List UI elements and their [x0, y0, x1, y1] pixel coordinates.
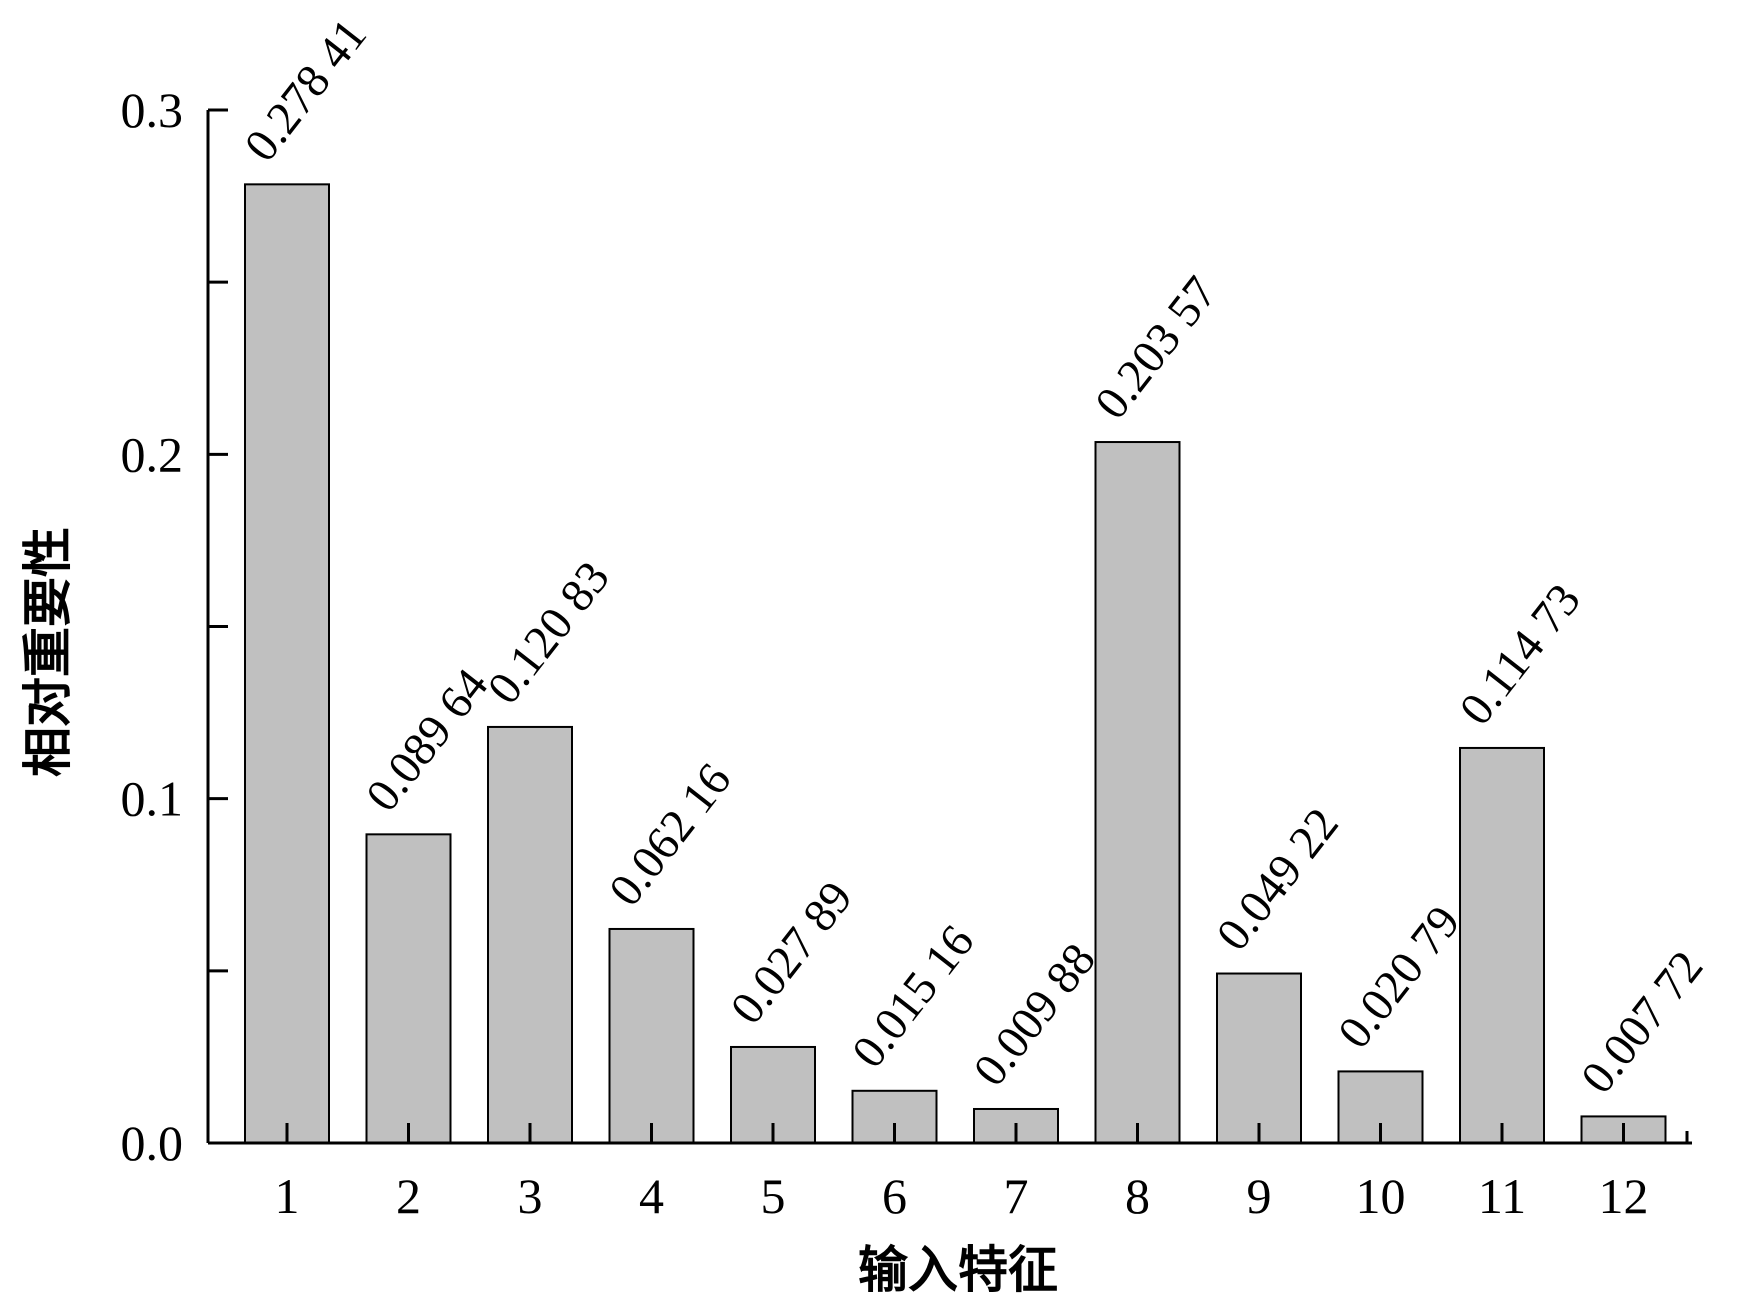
bar-value-label: 0.120 83	[478, 552, 620, 714]
bar	[1216, 972, 1302, 1144]
bar	[487, 725, 573, 1144]
bar-value-label: 0.015 16	[842, 916, 984, 1078]
bar-value-label: 0.062 16	[599, 754, 741, 916]
bar-value-label: 0.020 79	[1328, 897, 1470, 1059]
x-tick-label: 12	[1599, 1168, 1649, 1224]
x-tick-label: 6	[882, 1168, 907, 1224]
x-tick-label: 7	[1004, 1168, 1029, 1224]
x-axis-title: 输入特征	[858, 1241, 1058, 1297]
bars	[244, 183, 1667, 1145]
bar-value-label: 0.278 41	[235, 9, 377, 171]
x-tick-label: 9	[1247, 1168, 1272, 1224]
x-tick-label: 4	[639, 1168, 664, 1224]
bar	[1094, 441, 1181, 1144]
bar-value-label: 0.049 22	[1207, 799, 1349, 961]
bar-value-label: 0.027 89	[721, 872, 863, 1034]
x-tick-label: 8	[1125, 1168, 1150, 1224]
x-tick-label: 5	[761, 1168, 786, 1224]
y-tick-label: 0.3	[121, 82, 184, 138]
bar-value-label: 0.114 73	[1450, 574, 1591, 734]
x-tick-label: 2	[396, 1168, 421, 1224]
y-tick-label: 0.2	[121, 426, 184, 482]
x-ticks: 1 2 3 4 5 6 7 8 9 10 11 12	[275, 1123, 1689, 1224]
bar-value-label: 0.007 72	[1571, 942, 1713, 1104]
x-tick-label: 3	[518, 1168, 543, 1224]
x-tick-label: 11	[1478, 1168, 1526, 1224]
bar	[608, 927, 695, 1144]
bar-value-label: 0.089 64	[356, 659, 498, 821]
x-tick-label: 1	[275, 1168, 300, 1224]
bar	[365, 833, 452, 1144]
bar-value-label: 0.203 57	[1085, 267, 1227, 429]
y-tick-label: 0.0	[121, 1115, 184, 1171]
y-axis-title: 相对重要性	[19, 527, 77, 777]
bar	[244, 183, 330, 1145]
x-tick-label: 10	[1356, 1168, 1406, 1224]
bar	[1459, 746, 1545, 1144]
bar-value-label: 0.009 88	[964, 934, 1106, 1096]
y-ticks: 0.0 0.1 0.2 0.3	[121, 82, 228, 1171]
y-tick-label: 0.1	[121, 771, 184, 827]
